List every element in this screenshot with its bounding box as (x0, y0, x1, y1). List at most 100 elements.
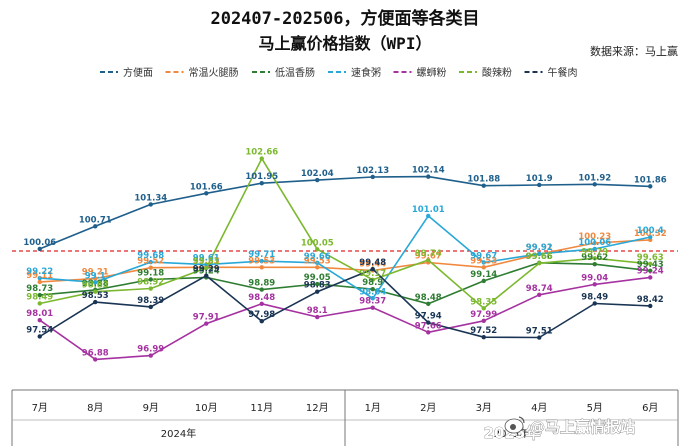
legend-label: 常温火腿肠 (189, 66, 239, 79)
data-point (148, 259, 153, 265)
data-label: 96.99 (137, 345, 164, 355)
data-point (370, 287, 375, 292)
data-point (481, 318, 486, 324)
data-point (204, 191, 209, 196)
legend-label: 螺蛳粉 (417, 66, 447, 79)
data-label: 99.63 (637, 253, 664, 263)
data-label: 98.92 (137, 278, 164, 288)
data-label: 97.54 (26, 325, 53, 335)
x-tick-label: 3月 (476, 402, 492, 414)
series-group (37, 156, 653, 362)
data-point (259, 318, 264, 324)
data-label: 99.79 (581, 247, 608, 257)
data-label: 97.66 (415, 321, 442, 331)
data-point (315, 265, 320, 270)
data-label: 102.66 (245, 148, 278, 158)
data-label: 99.67 (470, 251, 497, 261)
data-label: 96.88 (82, 348, 109, 358)
x-tick-label: 9月 (143, 402, 159, 414)
chart-title: 202407-202506，方便面等各类目 (210, 8, 479, 29)
x-tick-label: 11月 (250, 402, 273, 414)
data-point (537, 335, 542, 340)
data-label: 99.61 (193, 254, 220, 264)
x-tick-label: 10月 (195, 402, 218, 414)
data-label: 99.1 (85, 271, 106, 281)
data-label: 99.24 (637, 266, 664, 276)
data-point (426, 301, 431, 307)
data-point (148, 286, 153, 291)
x-tick-label: 7月 (32, 402, 48, 414)
data-label: 98.49 (581, 292, 608, 302)
data-point (259, 287, 264, 292)
series-line (39, 157, 651, 310)
data-label: 101.66 (190, 182, 223, 192)
data-point (370, 266, 375, 272)
data-label: 99.52 (137, 257, 164, 267)
data-label: 99.29 (193, 265, 220, 275)
data-point (537, 292, 542, 297)
data-label: 99.11 (26, 271, 53, 281)
data-label: 98.49 (26, 292, 53, 302)
data-point (537, 260, 542, 266)
legend-item: 午餐肉 (524, 66, 578, 79)
data-label: 98.83 (82, 281, 109, 291)
data-point (592, 262, 597, 267)
data-point (426, 213, 431, 219)
data-point (370, 174, 375, 180)
legend: 方便面 常温火腿肠 低温香肠 速食粥 螺蛳粉 酸辣粉 午餐肉 (100, 66, 578, 79)
x-tick-label: 6月 (642, 402, 658, 414)
data-label: 99.67 (415, 251, 442, 261)
data-point (426, 320, 431, 325)
data-label: 99.51 (193, 257, 220, 267)
data-point (592, 301, 597, 306)
data-label: 99.92 (526, 243, 553, 253)
data-label: 99.43 (637, 260, 664, 270)
data-point (148, 265, 153, 270)
data-point (93, 224, 98, 229)
data-label: 98.48 (415, 293, 442, 303)
data-label: 98.37 (359, 297, 386, 307)
series-line (39, 175, 651, 250)
data-label: 99.74 (415, 249, 442, 259)
legend-item: 方便面 (100, 66, 153, 79)
data-point (259, 301, 264, 307)
legend-item: 螺蛳粉 (393, 66, 447, 79)
data-point (259, 265, 264, 270)
data-label: 99.48 (359, 258, 386, 268)
data-label: 100.06 (23, 238, 56, 248)
data-label: 98.9 (362, 278, 383, 288)
data-label: 101.92 (578, 173, 611, 183)
data-label: 99.53 (248, 256, 275, 266)
data-point (37, 317, 42, 323)
data-point (481, 334, 486, 340)
data-label: 102.04 (301, 169, 334, 179)
data-label: 98.88 (82, 279, 109, 289)
data-point (37, 246, 42, 252)
data-label: 97.98 (248, 310, 275, 320)
data-point (648, 234, 653, 240)
data-source-note: 数据来源：马上赢 (590, 44, 678, 58)
legend-item: 酸辣粉 (459, 66, 512, 79)
data-label: 101.9 (526, 174, 553, 184)
data-point (648, 268, 653, 274)
data-label: 98.74 (526, 284, 553, 294)
series-line (39, 268, 651, 339)
data-label: 99.22 (26, 267, 53, 277)
data-label: 101.01 (412, 205, 445, 215)
data-point (148, 277, 153, 282)
data-label: 100.23 (578, 232, 611, 242)
data-labels-group: 100.06 100.71 101.34 101.66 101.95 102.04 102.… (23, 148, 666, 359)
x-tick-label: 4月 (531, 402, 547, 414)
data-point (315, 289, 320, 294)
data-point (537, 182, 542, 188)
legend-label: 低温香肠 (275, 66, 315, 79)
data-label: 99.62 (581, 253, 608, 263)
data-label: 99.68 (137, 251, 164, 261)
data-point (259, 181, 264, 186)
data-point (315, 247, 320, 252)
data-label: 98.35 (470, 297, 497, 307)
legend-label: 午餐肉 (548, 66, 578, 79)
data-label: 99.53 (304, 256, 331, 266)
data-label: 101.34 (134, 193, 167, 203)
